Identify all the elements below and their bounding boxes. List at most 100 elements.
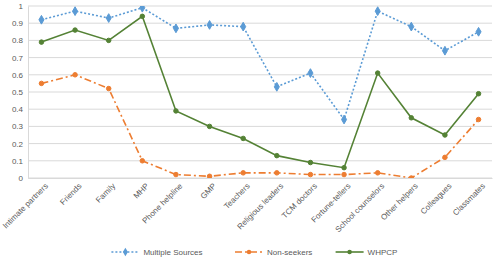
marker <box>39 15 44 24</box>
tick-label: Other helpers <box>379 182 420 223</box>
tick-label: Colleagues <box>419 182 454 217</box>
grid-line <box>28 6 492 7</box>
marker <box>140 6 145 12</box>
legend: Multiple Sources Non-seekers WHPCP <box>111 248 397 257</box>
tick: 0 <box>19 174 28 183</box>
marker <box>476 27 481 36</box>
marker <box>409 116 414 121</box>
tick-label: Teachers <box>222 182 251 211</box>
tick-label: GMP <box>199 182 218 201</box>
tick-label: Phone helpline <box>141 181 185 225</box>
marker <box>442 46 447 55</box>
marker <box>443 155 448 160</box>
tick: 0.2 <box>12 140 28 149</box>
marker <box>174 109 179 114</box>
marker <box>342 115 347 124</box>
tick-label: MHP <box>132 182 151 201</box>
marker <box>140 14 145 19</box>
marker <box>308 69 313 78</box>
tick-label: 0.6 <box>12 71 24 80</box>
marker <box>375 171 380 176</box>
tick-label: 0.8 <box>12 36 24 45</box>
marker <box>308 160 313 165</box>
grid-line <box>28 23 492 24</box>
tick: 0.1 <box>12 157 28 166</box>
tick-label: School counselors <box>334 182 387 235</box>
tick: Phone helpline <box>141 178 185 225</box>
legend-label: WHPCP <box>368 248 398 257</box>
series-line <box>41 75 478 178</box>
marker <box>241 22 246 31</box>
grid-line <box>28 74 492 75</box>
chart: 00.10.20.30.40.50.60.70.80.91Intimate pa… <box>0 0 500 260</box>
marker <box>140 159 145 164</box>
grid-line <box>28 40 492 41</box>
grid-line <box>28 178 492 179</box>
grid-line <box>28 57 492 58</box>
tick: GMP <box>199 178 218 201</box>
tick-label: Religious leaders <box>235 182 285 232</box>
tick-label: 0.5 <box>12 88 24 97</box>
legend-label: Non-seekers <box>267 248 312 257</box>
tick: School counselors <box>334 178 387 234</box>
marker <box>207 21 212 30</box>
series-group <box>39 6 481 178</box>
x-axis: Intimate partners Friends Family MHPPhone h… <box>1 178 492 234</box>
tick: Other helpers <box>379 178 420 222</box>
marker <box>106 86 111 91</box>
marker <box>173 24 178 33</box>
tick-label: Friends <box>58 182 83 207</box>
tick: Intimate partners <box>1 178 50 230</box>
tick: 0.6 <box>12 71 28 80</box>
grid-line <box>28 92 492 93</box>
marker <box>375 71 380 76</box>
series-line <box>41 8 478 120</box>
marker <box>409 176 414 178</box>
y-axis: 00.10.20.30.40.50.60.70.80.91 <box>12 2 29 183</box>
marker <box>409 22 414 31</box>
marker <box>342 165 347 170</box>
marker <box>476 117 481 122</box>
marker <box>106 38 111 43</box>
tick-label: 0.1 <box>12 157 24 166</box>
grid-line <box>28 126 492 127</box>
plot: 00.10.20.30.40.50.60.70.80.91Intimate pa… <box>1 2 492 234</box>
axis-line <box>28 7 29 179</box>
tick: Religious leaders <box>235 178 285 231</box>
legend-label: Multiple Sources <box>143 248 202 257</box>
marker <box>274 82 279 91</box>
tick-label: 0.4 <box>12 105 24 114</box>
marker <box>174 172 179 177</box>
marker <box>275 153 280 158</box>
tick: Friends <box>58 178 83 207</box>
tick-label: 1 <box>19 2 24 11</box>
marker <box>443 133 448 138</box>
tick-label: Intimate partners <box>1 182 50 231</box>
legend-item: Non-seekers <box>235 248 312 257</box>
legend-marker <box>247 250 252 255</box>
tick-label: 0.2 <box>12 140 24 149</box>
grid <box>28 6 492 178</box>
legend-marker <box>123 248 128 257</box>
series-line <box>41 16 478 167</box>
tick: 0.4 <box>12 105 28 114</box>
tick-label: Family <box>94 182 117 205</box>
marker <box>73 28 78 33</box>
marker <box>241 171 246 176</box>
marker <box>73 7 78 16</box>
legend-item: WHPCP <box>336 248 398 257</box>
marker <box>106 14 111 23</box>
marker <box>39 81 44 86</box>
tick: 0.7 <box>12 54 28 63</box>
tick: Classmates <box>451 178 487 217</box>
tick: Colleagues <box>419 178 454 216</box>
grid-line <box>28 143 492 144</box>
axis-line <box>29 178 493 179</box>
tick: 0.9 <box>12 19 28 28</box>
tick: Family <box>94 178 117 205</box>
marker <box>342 172 347 177</box>
marker <box>275 171 280 176</box>
tick: 0.5 <box>12 88 28 97</box>
tick-label: 0.9 <box>12 19 24 28</box>
marker <box>375 7 380 16</box>
